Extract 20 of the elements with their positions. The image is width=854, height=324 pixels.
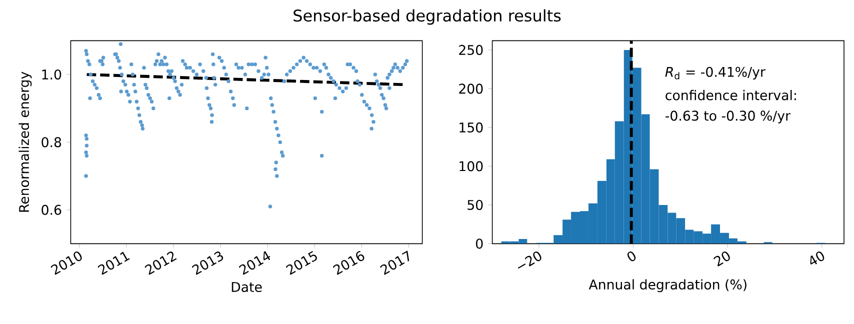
- annotation: -0.63 to -0.30 %/yr: [666, 110, 791, 124]
- x-axis-title: Date: [232, 282, 262, 292]
- x-axis-title: Annual degradation (%): [588, 279, 746, 292]
- y-tick-label: 50: [468, 200, 483, 210]
- y-tick-label: 100: [460, 161, 483, 172]
- y-tick-label: 200: [459, 84, 483, 94]
- annotation: confidence interval:: [666, 90, 796, 100]
- y-axis-title: Renormalized energy: [18, 72, 32, 212]
- y-tick-label: 0: [476, 238, 483, 249]
- x-tick-label: 0: [627, 252, 636, 262]
- x-tick-label: 20: [714, 252, 730, 266]
- x-tick-label: 40: [810, 252, 824, 265]
- y-tick-label: 250: [459, 44, 483, 56]
- chart-title: Sensor-based degradation results: [294, 9, 561, 25]
- y-tick-label: 1.0: [42, 69, 62, 80]
- x-tick-label: −20: [518, 252, 542, 269]
- y-tick-label: 0.6: [42, 204, 62, 215]
- annotation: R$_{d}$ = -0.41%/yr: [665, 66, 766, 80]
- y-tick-label: 150: [460, 122, 483, 133]
- y-tick-label: 0.8: [42, 137, 62, 148]
